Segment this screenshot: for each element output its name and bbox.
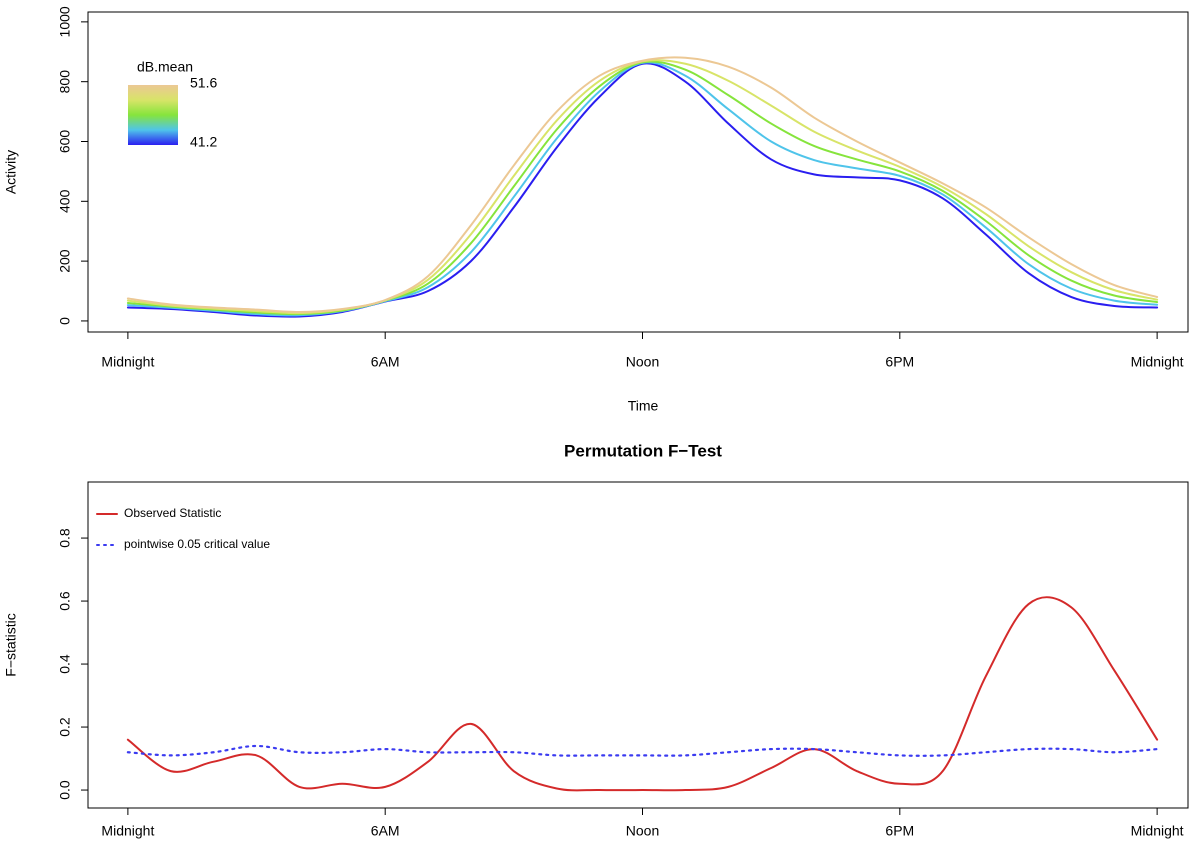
y-tick-label: 0.2	[57, 717, 73, 737]
legend-label: Observed Statistic	[124, 506, 221, 520]
y-tick-label: 800	[57, 70, 73, 94]
x-tick-label: Midnight	[101, 823, 154, 839]
y-tick-label: 600	[57, 130, 73, 154]
colorbar-min: 41.2	[190, 134, 217, 150]
colorbar-title: dB.mean	[137, 59, 193, 75]
x-tick-label: 6PM	[885, 823, 914, 839]
x-axis-title: Time	[628, 398, 659, 414]
legend-label: pointwise 0.05 critical value	[124, 537, 270, 551]
x-tick-label: 6PM	[885, 354, 914, 370]
y-axis-title: Activity	[3, 150, 19, 194]
colorbar-max: 51.6	[190, 75, 217, 91]
x-tick-label: Noon	[626, 354, 659, 370]
x-tick-label: Midnight	[1131, 354, 1184, 370]
series-line	[126, 59, 1159, 315]
y-tick-label: 400	[57, 189, 73, 213]
y-tick-label: 0.4	[57, 654, 73, 674]
plot-frame	[87, 11, 1189, 333]
series-line	[126, 596, 1159, 792]
plot-frame	[87, 481, 1189, 809]
chart-title: Permutation F−Test	[564, 441, 722, 460]
x-tick-label: Noon	[626, 823, 659, 839]
y-tick-label: 0.0	[57, 780, 73, 800]
y-axis-title: F−statistic	[3, 613, 19, 676]
y-tick-label: 0.6	[57, 591, 73, 611]
x-tick-label: Midnight	[1131, 823, 1184, 839]
series-line	[126, 56, 1159, 313]
x-tick-label: Midnight	[101, 354, 154, 370]
colorbar	[128, 85, 178, 145]
x-tick-label: 6AM	[371, 354, 400, 370]
y-tick-label: 0.8	[57, 528, 73, 548]
series-line	[126, 60, 1159, 316]
series-line	[126, 744, 1159, 757]
series-line	[126, 62, 1159, 318]
y-tick-label: 200	[57, 249, 73, 273]
y-tick-label: 1000	[57, 6, 73, 37]
y-tick-label: 0	[57, 317, 73, 325]
x-tick-label: 6AM	[371, 823, 400, 839]
series-line	[126, 61, 1159, 317]
